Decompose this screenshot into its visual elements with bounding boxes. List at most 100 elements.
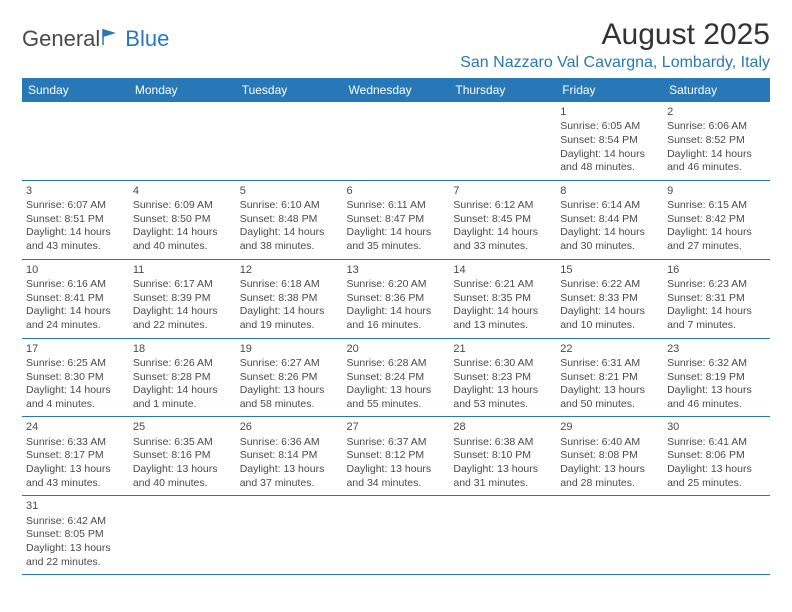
day-number: 4 [133, 184, 232, 198]
weekday-header: Tuesday [236, 78, 343, 102]
calendar-day-cell: 12Sunrise: 6:18 AMSunset: 8:38 PMDayligh… [236, 259, 343, 338]
day-number: 3 [26, 184, 125, 198]
weekday-header: Saturday [663, 78, 770, 102]
month-title: August 2025 [460, 18, 770, 52]
day-daylight2: and 10 minutes. [560, 319, 659, 333]
day-number: 2 [667, 105, 766, 119]
day-daylight1: Daylight: 14 hours [26, 305, 125, 319]
day-number: 20 [347, 342, 446, 356]
calendar-day-cell: 11Sunrise: 6:17 AMSunset: 8:39 PMDayligh… [129, 259, 236, 338]
day-sunset: Sunset: 8:51 PM [26, 213, 125, 227]
day-sunset: Sunset: 8:05 PM [26, 528, 125, 542]
day-sunset: Sunset: 8:50 PM [133, 213, 232, 227]
day-number: 10 [26, 263, 125, 277]
day-number: 29 [560, 420, 659, 434]
day-daylight1: Daylight: 14 hours [560, 226, 659, 240]
day-sunset: Sunset: 8:35 PM [453, 292, 552, 306]
day-daylight2: and 33 minutes. [453, 240, 552, 254]
calendar-day-cell [663, 496, 770, 575]
day-number: 6 [347, 184, 446, 198]
calendar-day-cell: 8Sunrise: 6:14 AMSunset: 8:44 PMDaylight… [556, 180, 663, 259]
calendar-table: Sunday Monday Tuesday Wednesday Thursday… [22, 78, 770, 575]
day-daylight2: and 7 minutes. [667, 319, 766, 333]
day-sunrise: Sunrise: 6:27 AM [240, 357, 339, 371]
day-number: 16 [667, 263, 766, 277]
day-daylight2: and 40 minutes. [133, 240, 232, 254]
calendar-day-cell [343, 102, 450, 180]
day-sunrise: Sunrise: 6:07 AM [26, 199, 125, 213]
calendar-week-row: 24Sunrise: 6:33 AMSunset: 8:17 PMDayligh… [22, 417, 770, 496]
day-sunrise: Sunrise: 6:31 AM [560, 357, 659, 371]
calendar-day-cell: 19Sunrise: 6:27 AMSunset: 8:26 PMDayligh… [236, 338, 343, 417]
header: General Blue August 2025 San Nazzaro Val… [22, 18, 770, 72]
calendar-day-cell [449, 496, 556, 575]
day-sunset: Sunset: 8:21 PM [560, 371, 659, 385]
day-sunrise: Sunrise: 6:11 AM [347, 199, 446, 213]
calendar-day-cell: 22Sunrise: 6:31 AMSunset: 8:21 PMDayligh… [556, 338, 663, 417]
day-daylight2: and 37 minutes. [240, 477, 339, 491]
day-daylight2: and 1 minute. [133, 398, 232, 412]
day-daylight1: Daylight: 13 hours [453, 384, 552, 398]
day-daylight2: and 31 minutes. [453, 477, 552, 491]
calendar-day-cell: 3Sunrise: 6:07 AMSunset: 8:51 PMDaylight… [22, 180, 129, 259]
day-sunset: Sunset: 8:31 PM [667, 292, 766, 306]
day-number: 18 [133, 342, 232, 356]
day-daylight2: and 53 minutes. [453, 398, 552, 412]
day-number: 30 [667, 420, 766, 434]
day-daylight1: Daylight: 13 hours [240, 384, 339, 398]
day-sunrise: Sunrise: 6:23 AM [667, 278, 766, 292]
day-sunset: Sunset: 8:38 PM [240, 292, 339, 306]
day-number: 11 [133, 263, 232, 277]
day-sunset: Sunset: 8:41 PM [26, 292, 125, 306]
day-number: 28 [453, 420, 552, 434]
weekday-header: Monday [129, 78, 236, 102]
day-sunset: Sunset: 8:17 PM [26, 449, 125, 463]
day-daylight1: Daylight: 14 hours [560, 148, 659, 162]
calendar-day-cell: 27Sunrise: 6:37 AMSunset: 8:12 PMDayligh… [343, 417, 450, 496]
day-daylight2: and 35 minutes. [347, 240, 446, 254]
day-daylight2: and 13 minutes. [453, 319, 552, 333]
calendar-day-cell: 10Sunrise: 6:16 AMSunset: 8:41 PMDayligh… [22, 259, 129, 338]
calendar-day-cell [22, 102, 129, 180]
day-sunset: Sunset: 8:10 PM [453, 449, 552, 463]
calendar-day-cell: 21Sunrise: 6:30 AMSunset: 8:23 PMDayligh… [449, 338, 556, 417]
day-sunrise: Sunrise: 6:25 AM [26, 357, 125, 371]
day-daylight2: and 22 minutes. [26, 556, 125, 570]
day-daylight1: Daylight: 13 hours [560, 463, 659, 477]
weekday-row: Sunday Monday Tuesday Wednesday Thursday… [22, 78, 770, 102]
day-number: 25 [133, 420, 232, 434]
day-sunset: Sunset: 8:23 PM [453, 371, 552, 385]
calendar-day-cell: 4Sunrise: 6:09 AMSunset: 8:50 PMDaylight… [129, 180, 236, 259]
day-daylight1: Daylight: 13 hours [26, 542, 125, 556]
day-daylight2: and 55 minutes. [347, 398, 446, 412]
day-sunrise: Sunrise: 6:06 AM [667, 120, 766, 134]
day-daylight1: Daylight: 14 hours [133, 305, 232, 319]
weekday-header: Friday [556, 78, 663, 102]
calendar-day-cell: 2Sunrise: 6:06 AMSunset: 8:52 PMDaylight… [663, 102, 770, 180]
day-number: 27 [347, 420, 446, 434]
location: San Nazzaro Val Cavargna, Lombardy, Ital… [460, 54, 770, 72]
day-daylight2: and 24 minutes. [26, 319, 125, 333]
calendar-day-cell: 1Sunrise: 6:05 AMSunset: 8:54 PMDaylight… [556, 102, 663, 180]
day-sunrise: Sunrise: 6:05 AM [560, 120, 659, 134]
day-daylight1: Daylight: 14 hours [667, 226, 766, 240]
flag-icon [102, 28, 124, 51]
day-daylight1: Daylight: 14 hours [347, 226, 446, 240]
day-daylight1: Daylight: 13 hours [347, 463, 446, 477]
day-sunset: Sunset: 8:06 PM [667, 449, 766, 463]
day-daylight1: Daylight: 14 hours [453, 305, 552, 319]
day-daylight2: and 46 minutes. [667, 161, 766, 175]
day-daylight2: and 25 minutes. [667, 477, 766, 491]
calendar-day-cell: 16Sunrise: 6:23 AMSunset: 8:31 PMDayligh… [663, 259, 770, 338]
day-daylight2: and 34 minutes. [347, 477, 446, 491]
day-daylight1: Daylight: 13 hours [667, 384, 766, 398]
calendar-day-cell: 14Sunrise: 6:21 AMSunset: 8:35 PMDayligh… [449, 259, 556, 338]
day-sunrise: Sunrise: 6:36 AM [240, 436, 339, 450]
day-daylight1: Daylight: 14 hours [240, 226, 339, 240]
day-sunrise: Sunrise: 6:38 AM [453, 436, 552, 450]
day-daylight1: Daylight: 13 hours [240, 463, 339, 477]
day-daylight1: Daylight: 13 hours [347, 384, 446, 398]
day-daylight1: Daylight: 13 hours [133, 463, 232, 477]
day-number: 13 [347, 263, 446, 277]
day-number: 1 [560, 105, 659, 119]
